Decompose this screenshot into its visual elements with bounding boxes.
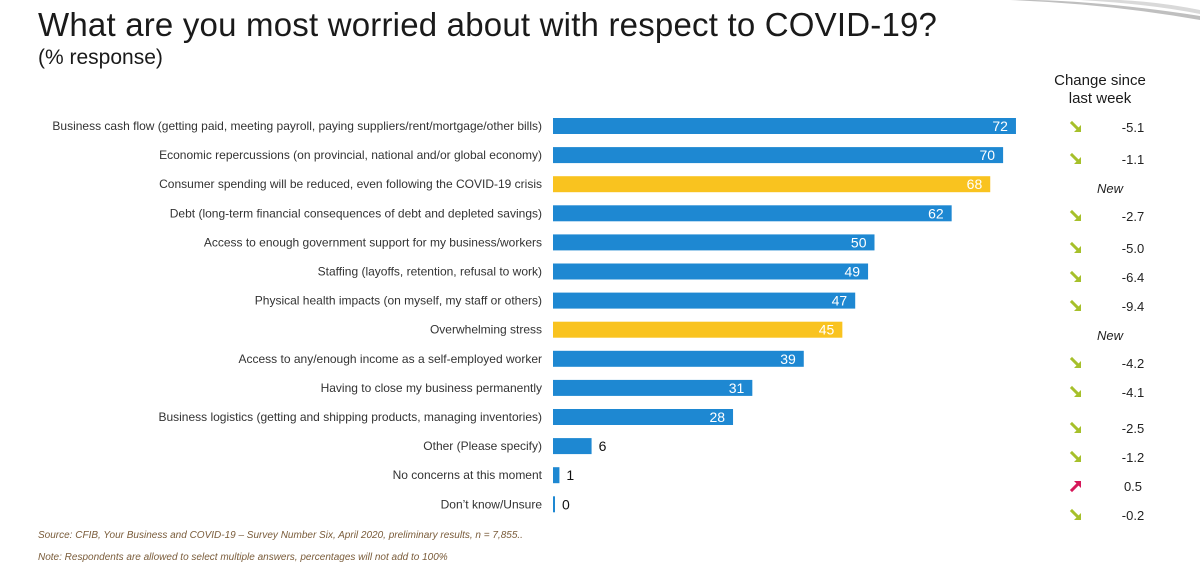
change-header-line2: last week — [1068, 90, 1132, 107]
change-value: -6.4 — [1122, 270, 1144, 285]
value-label: 50 — [851, 234, 867, 250]
change-header-line1: Change since — [1054, 72, 1146, 89]
change-down-arrow-head-icon — [1074, 125, 1081, 132]
bar — [553, 467, 560, 484]
category-label: Consumer spending will be reduced, even … — [159, 177, 542, 191]
change-down-arrow-head-icon — [1074, 214, 1081, 221]
bar — [553, 118, 1016, 134]
change-value: -5.0 — [1122, 241, 1144, 256]
value-label: 49 — [844, 264, 860, 280]
bar — [553, 234, 875, 251]
change-down-arrow-head-icon — [1074, 361, 1081, 368]
category-label: Access to enough government support for … — [204, 235, 542, 249]
bar — [553, 292, 856, 309]
value-label: 6 — [599, 438, 607, 454]
change-value: -4.2 — [1122, 356, 1144, 371]
page-title: What are you most worried about with res… — [38, 6, 938, 43]
footnote: Note: Respondents are allowed to select … — [38, 552, 448, 563]
change-value: -9.4 — [1122, 299, 1144, 314]
category-label: Access to any/enough income as a self-em… — [239, 352, 543, 366]
bar — [553, 205, 952, 222]
category-label: Overwhelming stress — [430, 323, 542, 337]
category-label: Business logistics (getting and shipping… — [158, 410, 542, 424]
change-down-arrow-head-icon — [1074, 513, 1081, 520]
change-down-arrow-head-icon — [1074, 390, 1081, 397]
bar — [553, 496, 555, 513]
bar — [553, 438, 592, 455]
change-new-label: New — [1097, 328, 1125, 343]
bar — [553, 379, 753, 396]
value-label: 70 — [980, 147, 996, 163]
value-label: 31 — [729, 380, 745, 396]
category-label: Business cash flow (getting paid, meetin… — [52, 119, 542, 133]
change-value: -1.1 — [1122, 152, 1144, 167]
value-label: 0 — [562, 496, 570, 512]
value-label: 39 — [780, 351, 796, 367]
change-new-label: New — [1097, 181, 1125, 196]
value-label: 47 — [832, 293, 848, 309]
page-subtitle: (% response) — [38, 46, 163, 69]
change-down-arrow-head-icon — [1074, 157, 1081, 164]
change-value: -5.1 — [1122, 120, 1144, 135]
category-label: Having to close my business permanently — [321, 381, 542, 395]
category-label: Staffing (layoffs, retention, refusal to… — [318, 265, 542, 279]
category-label: Other (Please specify) — [423, 439, 542, 453]
bar — [553, 350, 804, 367]
category-label: Don’t know/Unsure — [441, 497, 543, 511]
bar — [553, 409, 734, 425]
change-down-arrow-head-icon — [1074, 275, 1081, 282]
bar — [553, 176, 991, 193]
change-up-arrow-head-icon — [1074, 481, 1081, 488]
change-down-arrow-head-icon — [1074, 304, 1081, 311]
bar — [553, 147, 1004, 164]
change-down-arrow-head-icon — [1074, 455, 1081, 462]
change-value: -0.2 — [1122, 508, 1144, 523]
value-label: 1 — [566, 467, 574, 483]
change-down-arrow-head-icon — [1074, 426, 1081, 433]
change-value: -4.1 — [1122, 385, 1144, 400]
value-label: 28 — [709, 409, 725, 425]
value-label: 45 — [819, 322, 835, 338]
change-down-arrow-head-icon — [1074, 246, 1081, 253]
value-label: 68 — [967, 176, 983, 192]
value-label: 72 — [992, 118, 1008, 134]
change-value: 0.5 — [1124, 479, 1142, 494]
category-label: Debt (long-term financial consequences o… — [170, 206, 542, 220]
category-label: Physical health impacts (on myself, my s… — [255, 294, 542, 308]
value-label: 62 — [928, 205, 944, 221]
change-column-header: Change since last week — [1040, 72, 1160, 108]
source-note: Source: CFIB, Your Business and COVID-19… — [38, 530, 523, 541]
category-label: Economic repercussions (on provincial, n… — [159, 148, 542, 162]
change-value: -2.5 — [1122, 421, 1144, 436]
bar — [553, 321, 843, 338]
category-label: No concerns at this moment — [393, 468, 543, 482]
change-value: -1.2 — [1122, 450, 1144, 465]
bar — [553, 263, 869, 280]
change-value: -2.7 — [1122, 209, 1144, 224]
